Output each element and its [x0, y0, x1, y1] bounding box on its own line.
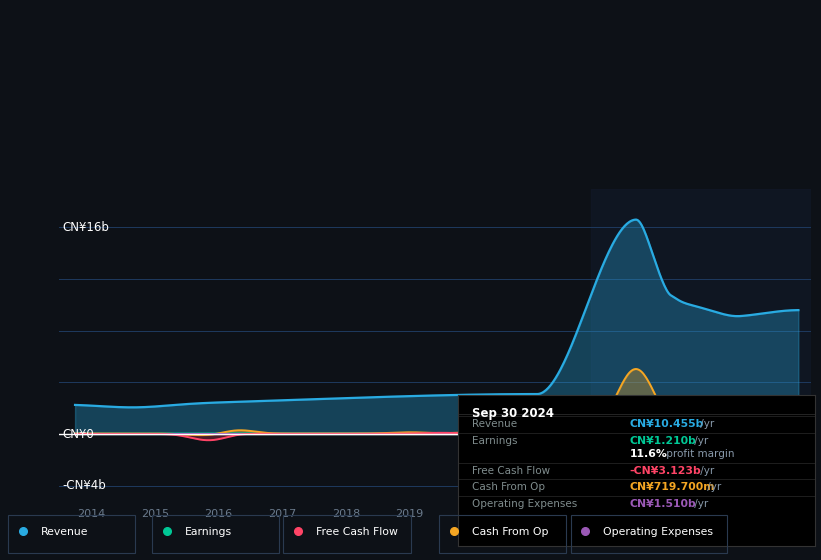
Text: CN¥1.210b: CN¥1.210b — [630, 436, 696, 446]
Text: Operating Expenses: Operating Expenses — [472, 499, 578, 509]
Text: CN¥1.510b: CN¥1.510b — [630, 499, 696, 509]
Text: 2014: 2014 — [77, 509, 105, 519]
Text: -CN¥3.123b: -CN¥3.123b — [630, 466, 701, 476]
Text: Operating Expenses: Operating Expenses — [603, 528, 713, 538]
Text: 2023: 2023 — [650, 509, 679, 519]
Text: Earnings: Earnings — [472, 436, 518, 446]
Text: -CN¥4b: -CN¥4b — [62, 479, 106, 492]
Text: profit margin: profit margin — [663, 449, 735, 459]
Text: 2016: 2016 — [204, 509, 232, 519]
Text: Free Cash Flow: Free Cash Flow — [472, 466, 551, 476]
Text: 2022: 2022 — [587, 509, 615, 519]
Text: 2018: 2018 — [332, 509, 360, 519]
Text: Cash From Op: Cash From Op — [472, 483, 545, 492]
Text: Sep 30 2024: Sep 30 2024 — [472, 407, 554, 420]
Text: Earnings: Earnings — [185, 528, 232, 538]
Text: Free Cash Flow: Free Cash Flow — [316, 528, 398, 538]
Text: 2017: 2017 — [268, 509, 296, 519]
Text: 11.6%: 11.6% — [630, 449, 667, 459]
Text: /yr: /yr — [690, 499, 708, 509]
Text: 2019: 2019 — [396, 509, 424, 519]
Text: CN¥0: CN¥0 — [62, 428, 94, 441]
Text: CN¥10.455b: CN¥10.455b — [630, 419, 704, 429]
Text: Revenue: Revenue — [41, 528, 89, 538]
Text: /yr: /yr — [697, 419, 714, 429]
Bar — [591, 189, 811, 505]
Text: /yr: /yr — [704, 483, 722, 492]
Text: /yr: /yr — [697, 466, 714, 476]
Text: CN¥16b: CN¥16b — [62, 221, 109, 234]
Text: /yr: /yr — [690, 436, 708, 446]
Text: CN¥719.700m: CN¥719.700m — [630, 483, 715, 492]
Text: 2015: 2015 — [140, 509, 169, 519]
Text: Revenue: Revenue — [472, 419, 517, 429]
Text: 2020: 2020 — [459, 509, 488, 519]
Text: Cash From Op: Cash From Op — [472, 528, 548, 538]
Text: 2021: 2021 — [523, 509, 551, 519]
Text: 2024: 2024 — [714, 509, 742, 519]
